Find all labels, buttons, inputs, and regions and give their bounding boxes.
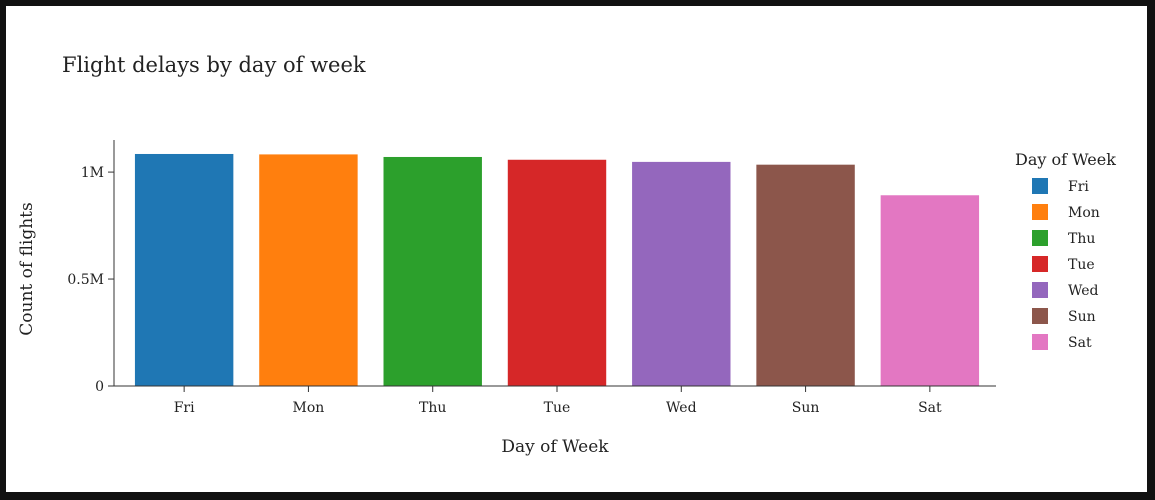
legend-label: Wed xyxy=(1068,283,1099,299)
legend-item-tue[interactable]: Tue xyxy=(1032,256,1095,273)
bar-mon[interactable] xyxy=(258,153,359,387)
x-tick-label: Thu xyxy=(419,400,446,416)
legend-item-wed[interactable]: Wed xyxy=(1032,282,1099,299)
x-tick-label: Mon xyxy=(293,400,325,416)
legend-swatch xyxy=(1032,282,1048,298)
legend-item-fri[interactable]: Fri xyxy=(1032,178,1089,195)
legend-item-mon[interactable]: Mon xyxy=(1032,204,1100,221)
x-axis-title: Day of Week xyxy=(501,437,609,457)
legend-label: Tue xyxy=(1068,257,1095,273)
legend-title: Day of Week xyxy=(1015,150,1116,169)
legend-swatch xyxy=(1032,230,1048,246)
legend-label: Sun xyxy=(1068,309,1096,325)
y-tick-label: 1M xyxy=(81,165,104,181)
bar-fri[interactable] xyxy=(133,152,235,387)
bars xyxy=(133,152,981,387)
x-tick-label: Fri xyxy=(174,400,195,416)
x-tick-label: Wed xyxy=(666,400,697,416)
legend-swatch xyxy=(1032,204,1048,220)
legend-swatch xyxy=(1032,178,1048,194)
legend-item-sun[interactable]: Sun xyxy=(1032,308,1096,325)
x-tick-label: Sun xyxy=(792,400,820,416)
legend-label: Sat xyxy=(1068,335,1092,351)
legend-swatch xyxy=(1032,256,1048,272)
y-tick-label: 0.5M xyxy=(67,272,104,288)
y-tick-label: 0 xyxy=(95,379,104,395)
bar-wed[interactable] xyxy=(631,160,732,387)
bar-tue[interactable] xyxy=(506,158,608,387)
x-tick-label: Tue xyxy=(544,400,571,416)
legend-label: Mon xyxy=(1068,205,1100,221)
chart-frame: Flight delays by day of week 0 0.5M 1M Fri… xyxy=(6,6,1147,492)
bar-chart: Flight delays by day of week 0 0.5M 1M Fri… xyxy=(17,53,1116,457)
bar-sat[interactable] xyxy=(879,194,981,387)
bar-thu[interactable] xyxy=(382,155,483,387)
legend-item-sat[interactable]: Sat xyxy=(1032,334,1092,351)
legend-label: Fri xyxy=(1068,179,1089,195)
legend-item-thu[interactable]: Thu xyxy=(1032,230,1095,247)
y-axis-ticks: 0 0.5M 1M xyxy=(67,165,114,395)
legend-label: Thu xyxy=(1068,231,1095,247)
bar-sun[interactable] xyxy=(755,163,856,387)
x-axis-ticks: Fri Mon Thu Tue Wed Sun Sat xyxy=(174,386,942,416)
chart-title: Flight delays by day of week xyxy=(62,53,366,77)
x-tick-label: Sat xyxy=(918,400,942,416)
legend-swatch xyxy=(1032,308,1048,324)
y-axis-title: Count of flights xyxy=(17,202,37,335)
legend[interactable]: Day of Week Fri Mon Thu Tue Wed Sun Sat xyxy=(1015,150,1116,351)
legend-swatch xyxy=(1032,334,1048,350)
